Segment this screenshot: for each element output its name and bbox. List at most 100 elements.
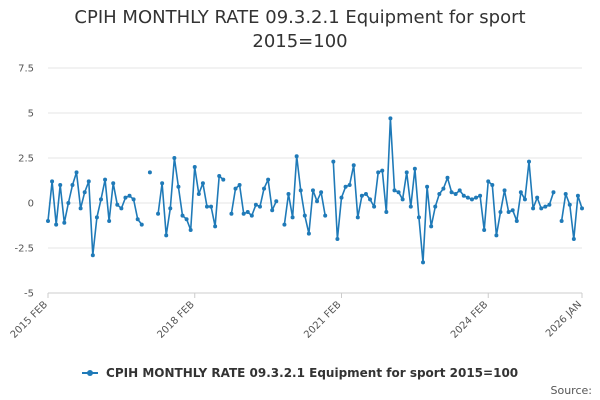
data-point[interactable] [580,206,584,211]
data-point[interactable] [229,211,234,216]
data-point[interactable] [347,183,352,187]
data-point[interactable] [518,190,523,195]
data-point[interactable] [465,195,470,200]
data-point[interactable] [335,237,340,241]
data-point[interactable] [119,206,124,211]
data-point[interactable] [217,174,222,178]
data-point[interactable] [441,186,446,191]
data-point[interactable] [551,190,556,195]
data-point[interactable] [200,181,205,186]
data-point[interactable] [425,184,430,189]
data-point[interactable] [127,193,132,198]
data-point[interactable] [421,260,426,265]
data-point[interactable] [372,204,377,209]
data-point[interactable] [188,228,193,232]
data-point[interactable] [408,204,413,209]
data-point[interactable] [502,188,507,193]
data-point[interactable] [294,154,299,159]
data-point[interactable] [147,170,152,175]
data-point[interactable] [343,184,348,189]
data-point[interactable] [514,219,519,223]
data-point[interactable] [469,197,474,202]
data-point[interactable] [184,217,189,222]
data-point[interactable] [396,190,401,195]
data-point[interactable] [94,215,99,220]
data-point[interactable] [368,197,373,202]
data-point[interactable] [270,208,275,213]
data-point[interactable] [241,211,246,216]
data-point[interactable] [384,210,389,214]
data-point[interactable] [490,183,495,187]
data-point[interactable] [90,253,95,258]
data-point[interactable] [535,195,540,200]
data-point[interactable] [74,170,79,175]
data-point[interactable] [522,197,527,202]
data-point[interactable] [103,177,108,182]
data-point[interactable] [315,199,320,204]
data-point[interactable] [510,208,515,213]
data-point[interactable] [559,219,564,223]
data-point[interactable] [196,192,201,196]
data-point[interactable] [204,204,209,209]
data-point[interactable] [310,188,315,193]
data-point[interactable] [323,213,328,218]
data-point[interactable] [543,204,548,209]
data-point[interactable] [245,210,250,214]
data-point[interactable] [160,181,165,186]
data-point[interactable] [445,175,450,180]
data-point[interactable] [286,192,291,196]
data-point[interactable] [567,202,572,207]
data-point[interactable] [98,197,103,202]
data-point[interactable] [62,220,67,225]
data-point[interactable] [498,210,503,214]
data-point[interactable] [482,228,487,232]
data-point[interactable] [262,186,267,191]
data-point[interactable] [172,156,177,160]
data-point[interactable] [131,197,136,202]
data-point[interactable] [429,224,434,229]
data-point[interactable] [531,206,536,211]
data-point[interactable] [461,193,466,198]
data-point[interactable] [221,177,226,182]
data-point[interactable] [107,219,112,223]
data-point[interactable] [539,206,544,211]
data-point[interactable] [380,168,385,173]
data-point[interactable] [66,201,71,205]
data-point[interactable] [359,193,364,198]
data-point[interactable] [50,179,55,184]
data-point[interactable] [192,165,197,169]
data-point[interactable] [449,190,454,195]
data-point[interactable] [257,204,262,209]
data-point[interactable] [575,193,580,198]
data-point[interactable] [135,217,140,222]
data-point[interactable] [331,159,336,164]
data-point[interactable] [494,233,499,238]
legend[interactable]: CPIH MONTHLY RATE 09.3.2.1 Equipment for… [0,366,600,380]
data-point[interactable] [237,183,242,187]
data-point[interactable] [412,166,417,171]
data-point[interactable] [274,199,279,204]
data-point[interactable] [355,215,360,220]
data-point[interactable] [437,192,442,196]
data-point[interactable] [547,202,552,207]
data-point[interactable] [164,233,169,238]
data-point[interactable] [478,193,483,198]
data-point[interactable] [86,179,91,184]
data-point[interactable] [156,211,161,216]
data-point[interactable] [213,224,218,229]
data-point[interactable] [180,213,185,218]
data-point[interactable] [115,202,120,207]
data-point[interactable] [302,213,307,218]
data-point[interactable] [298,188,303,193]
data-point[interactable] [306,231,311,236]
data-point[interactable] [363,192,368,196]
data-point[interactable] [563,192,568,196]
data-point[interactable] [168,206,173,211]
data-point[interactable] [176,184,181,189]
data-point[interactable] [54,222,59,227]
data-point[interactable] [290,215,295,220]
data-point[interactable] [376,170,381,175]
data-point[interactable] [46,219,50,223]
data-point[interactable] [253,202,258,207]
data-point[interactable] [457,188,462,193]
